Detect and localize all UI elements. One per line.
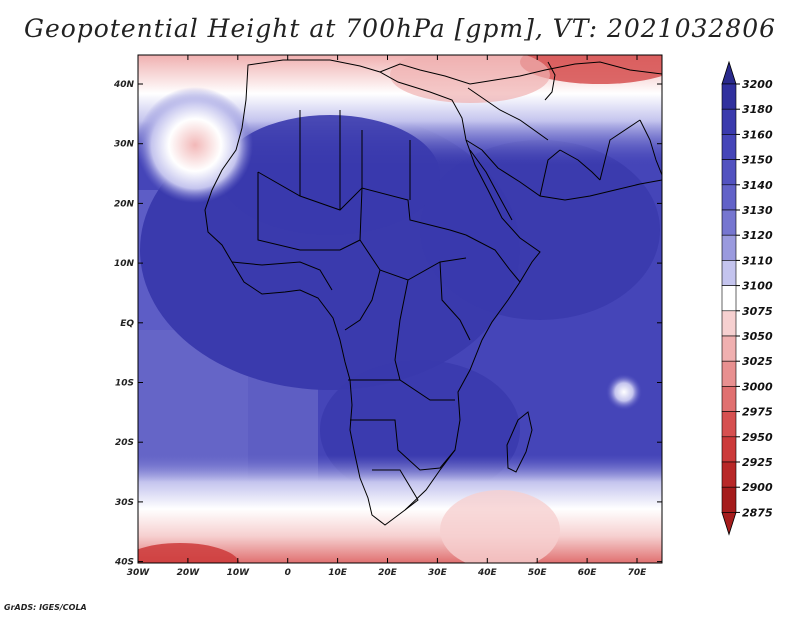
lat-tick-label: 30S <box>115 498 134 508</box>
lon-tick-label: 10E <box>328 568 348 578</box>
lon-tick-label: 30E <box>428 568 448 578</box>
plot-frame <box>137 54 663 564</box>
colorbar-label: 2975 <box>742 406 773 419</box>
colorbar-label: 3200 <box>742 78 773 91</box>
colorbar-segment <box>721 486 737 513</box>
colorbar-label: 3075 <box>742 305 773 318</box>
colorbar-segment <box>721 83 737 110</box>
colorbar-label: 2900 <box>742 481 773 494</box>
colorbar-label: 3025 <box>742 355 773 368</box>
colorbar-label: 3140 <box>742 179 773 192</box>
colorbar-segment <box>721 436 737 463</box>
colorbar-label: 3150 <box>742 154 773 167</box>
lon-tick-label: 70E <box>628 568 648 578</box>
lon-tick-label: 40E <box>477 568 498 578</box>
lon-tick-label: 10W <box>227 568 251 578</box>
colorbar-label: 3110 <box>742 254 773 267</box>
colorbar-label: 3100 <box>742 280 773 293</box>
caspian <box>544 61 556 101</box>
colorbar-label: 3050 <box>742 330 773 343</box>
colorbar-segment <box>721 310 737 337</box>
lat-tick-label: 10S <box>115 379 134 389</box>
lat-tick-label: 20N <box>114 199 135 209</box>
lon-tick-label: 50E <box>528 568 548 578</box>
colorbar-label: 3160 <box>742 128 773 141</box>
colorbar-label: 2875 <box>742 506 773 519</box>
madagascar-coastline <box>506 411 533 473</box>
colorbar-segment <box>721 134 737 160</box>
colorbar-segment <box>721 335 737 362</box>
lat-tick-label: 30N <box>114 140 135 150</box>
lat-tick-label: 20S <box>115 438 134 448</box>
lon-tick-label: 0 <box>285 568 291 578</box>
axis-ticks: 30W 20W 10W 0 10E 20E 30E 40E 50E 60E 70E 40N 30N 20N… <box>113 55 662 578</box>
red-sea <box>469 149 513 221</box>
colorbar-segment <box>721 285 737 312</box>
lat-tick-label: 40N <box>113 80 135 90</box>
india-coast <box>639 119 662 176</box>
colorbar-segment <box>721 108 737 135</box>
lat-tick-label: 40S <box>114 558 134 568</box>
colorbar-segment <box>721 209 737 236</box>
colorbar-arrow-bottom <box>721 512 737 536</box>
colorbar-segment <box>721 411 737 438</box>
colorbar-arrow-top <box>721 60 737 85</box>
lat-tick-label: EQ <box>120 319 134 329</box>
colorbar-segment <box>721 461 737 488</box>
colorbar-label: 3180 <box>742 103 773 116</box>
credit-text: GrADS: IGES/COLA <box>4 603 87 612</box>
colorbar-segment <box>721 234 737 261</box>
colorbar-segment <box>721 386 737 412</box>
colorbar-label: 3120 <box>742 229 773 242</box>
colorbar-label: 3000 <box>742 380 773 393</box>
colorbar-segment <box>721 184 737 211</box>
colorbar-label: 3130 <box>742 204 773 217</box>
colorbar-segment <box>721 159 737 186</box>
mediterranean-north <box>379 61 662 85</box>
colorbar-label: 2950 <box>742 431 773 444</box>
lon-tick-label: 20E <box>378 568 398 578</box>
map-title: Geopotential Height at 700hPa [gpm], VT:… <box>23 14 777 43</box>
colorbar-segment <box>721 260 737 286</box>
coastlines <box>204 59 662 526</box>
persian-gulf <box>559 149 601 181</box>
lon-tick-label: 60E <box>578 568 598 578</box>
arabia-coastline <box>465 139 662 201</box>
height-field <box>138 55 662 563</box>
colorbar-segment <box>721 360 737 387</box>
lon-tick-label: 30W <box>127 568 151 578</box>
lat-tick-label: 10N <box>114 259 135 269</box>
colorbar: 3200 3180 3160 3150 3140 3130 3120 3110 3100 3075… <box>721 60 773 536</box>
lon-tick-label: 20W <box>177 568 201 578</box>
colorbar-label: 2925 <box>742 456 773 469</box>
